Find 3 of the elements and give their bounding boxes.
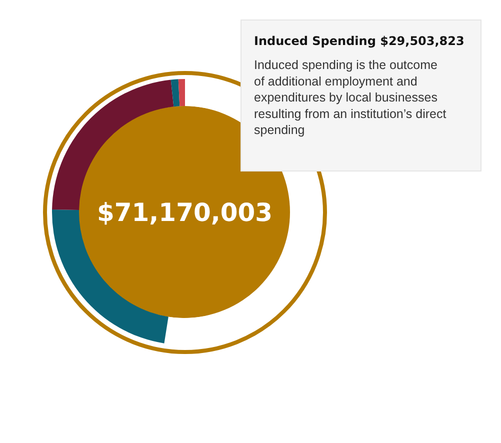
text: $71,170,003 [97,198,273,227]
text: Induced spending is the outcome of additional employment and expenditures by local businesses resulting from an institution’s direct spending [254,58,447,137]
text: Induced Spending $29,503,823 [254,34,464,48]
